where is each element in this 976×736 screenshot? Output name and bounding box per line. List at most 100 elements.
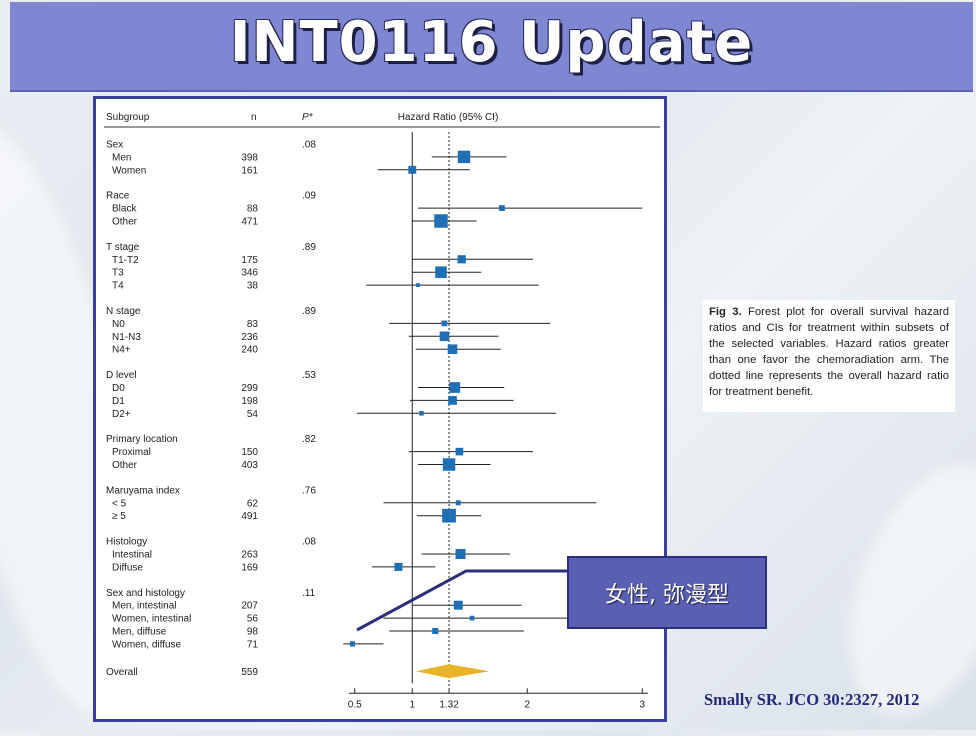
subgroup-label: Proximal — [112, 447, 151, 458]
hr-marker — [439, 331, 450, 342]
subgroup-n: 150 — [241, 447, 258, 458]
hr-marker — [432, 627, 439, 635]
slide-title: INT0116 Update — [229, 10, 754, 75]
hr-marker — [455, 500, 461, 506]
group-p-value: .11 — [302, 588, 316, 599]
hr-marker — [416, 283, 420, 288]
subgroup-n: 403 — [241, 460, 258, 471]
subgroup-n: 98 — [247, 627, 259, 638]
subgroup-n: 471 — [241, 217, 258, 228]
caption-figure-label: Fig 3. — [709, 306, 742, 318]
header-p: P* — [302, 112, 314, 123]
forest-plot-svg: Subgroup n P* Hazard Ratio (95% CI) Sex .08 Ra… — [104, 112, 660, 710]
subgroup-label: T4 — [112, 281, 124, 292]
group-label: Maruyama index — [106, 485, 180, 496]
subgroup-label: Women, diffuse — [112, 639, 182, 650]
subgroup-label: < 5 — [112, 498, 127, 509]
caption-text: Forest plot for overall survival hazard … — [709, 306, 950, 398]
subgroup-label: Women — [112, 165, 146, 176]
hr-marker — [457, 150, 471, 164]
subgroup-n: 299 — [241, 383, 258, 394]
subgroup-label: Other — [112, 217, 138, 228]
subgroup-n: 236 — [241, 332, 258, 343]
hr-marker — [442, 508, 456, 523]
subgroup-n: 161 — [241, 165, 258, 176]
group-label: T stage — [106, 242, 140, 253]
subgroup-label: Men, intestinal — [112, 601, 176, 612]
overall-diamond — [415, 664, 490, 679]
subgroup-label: ≥ 5 — [112, 511, 126, 522]
subgroup-label: Intestinal — [112, 550, 152, 561]
group-p-value: .08 — [302, 140, 316, 151]
subgroup-label: Women, intestinal — [112, 614, 191, 625]
title-bar: INT0116 Update — [10, 2, 973, 92]
subgroup-n: 88 — [247, 204, 259, 215]
subgroup-n: 38 — [247, 281, 259, 292]
hr-marker — [469, 615, 475, 621]
subgroup-n: 491 — [241, 511, 258, 522]
subgroup-n: 240 — [241, 345, 258, 356]
citation-reference: Smally SR. JCO 30:2327, 2012 — [704, 690, 920, 709]
hr-marker — [394, 562, 403, 571]
header-subgroup: Subgroup — [106, 112, 150, 123]
subgroup-label: N0 — [112, 319, 125, 330]
subgroup-n: 83 — [247, 319, 259, 330]
group-p-value: .89 — [302, 242, 316, 253]
subgroup-label: Black — [112, 204, 137, 215]
overall-n: 559 — [241, 667, 258, 678]
subgroup-n: 175 — [241, 255, 258, 266]
x-axis-tick-label: 2 — [524, 699, 530, 710]
x-axis-tick-label: 3 — [639, 699, 645, 710]
subgroup-label: N1-N3 — [112, 332, 141, 343]
subgroup-label: D0 — [112, 383, 125, 394]
hr-marker — [449, 382, 461, 393]
hr-marker — [499, 205, 505, 212]
subgroup-n: 263 — [241, 550, 258, 561]
hr-marker — [441, 320, 448, 327]
hr-marker — [447, 344, 458, 355]
subgroup-n: 398 — [241, 152, 258, 163]
subgroup-n: 56 — [247, 614, 259, 625]
subgroup-label: N4+ — [112, 345, 131, 356]
subgroup-label: Diffuse — [112, 562, 143, 573]
group-p-value: .82 — [302, 434, 316, 445]
group-label: Histology — [106, 537, 147, 548]
group-label: Primary location — [106, 434, 178, 445]
subgroup-n: 62 — [247, 498, 259, 509]
subgroup-label: Men, diffuse — [112, 627, 167, 638]
subgroup-n: 54 — [247, 409, 259, 420]
header-hazard-ratio: Hazard Ratio (95% CI) — [398, 112, 499, 123]
group-label: Race — [106, 191, 130, 202]
hr-marker — [455, 447, 464, 456]
hr-marker — [457, 255, 466, 264]
group-p-value: .08 — [302, 537, 316, 548]
subgroup-n: 207 — [241, 601, 258, 612]
subgroup-n: 71 — [247, 639, 259, 650]
group-p-value: .09 — [302, 191, 316, 202]
subgroup-n: 169 — [241, 562, 258, 573]
hr-marker — [435, 266, 447, 278]
overall-label: Overall — [106, 667, 138, 678]
group-p-value: .89 — [302, 306, 316, 317]
group-label: Sex — [106, 140, 123, 151]
figure-caption: Fig 3. Forest plot for overall survival … — [703, 300, 955, 412]
subgroup-label: D2+ — [112, 409, 131, 420]
group-label: Sex and histology — [106, 588, 185, 599]
subgroup-n: 346 — [241, 268, 258, 279]
subgroup-label: D1 — [112, 396, 125, 407]
hr-marker — [453, 600, 463, 610]
subgroup-label: Men — [112, 152, 131, 163]
hr-marker — [434, 214, 448, 228]
hr-marker — [419, 411, 424, 416]
subgroup-label: T1-T2 — [112, 255, 139, 266]
group-p-value: .53 — [302, 370, 316, 381]
hr-marker — [448, 396, 457, 405]
x-axis-tick-label: 1.32 — [439, 699, 459, 710]
hr-marker — [408, 165, 417, 174]
x-axis-tick-label: 0.5 — [348, 699, 362, 710]
group-label: D level — [106, 370, 137, 381]
callout-text: 女性, 弥漫型 — [605, 582, 729, 608]
callout-box: 女性, 弥漫型 — [567, 556, 767, 629]
subgroup-label: T3 — [112, 268, 124, 279]
group-label: N stage — [106, 306, 141, 317]
